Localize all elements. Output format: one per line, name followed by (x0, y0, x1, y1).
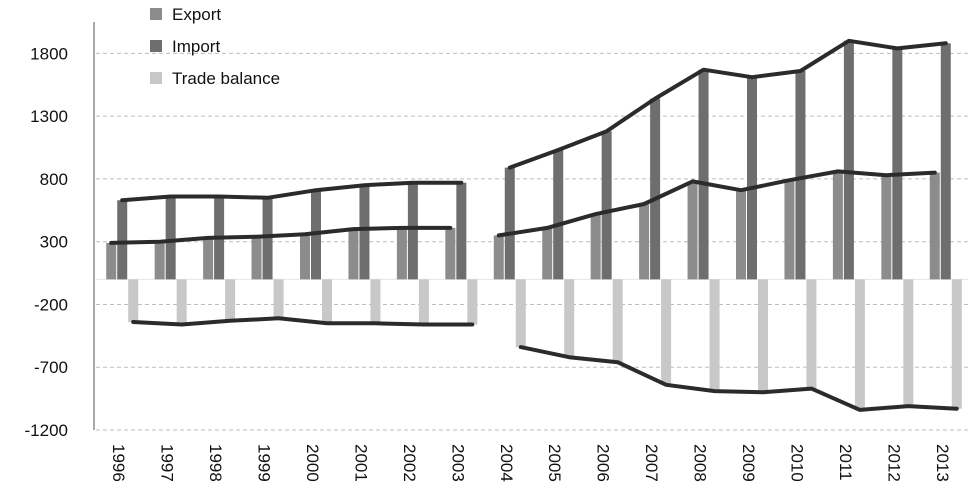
trend-line-trade-balance (131, 316, 475, 327)
x-tick-label: 2004 (497, 444, 516, 482)
bar-export (929, 172, 940, 280)
x-axis-ticks: 1996 1997 1998 1999 2000 2001 2002 2003 2004 2005… (109, 444, 952, 482)
bar-trade-balance (225, 279, 236, 321)
bar-import (553, 150, 564, 280)
bar-import (262, 197, 273, 280)
trend-line-export (496, 169, 937, 238)
x-tick-label: 2013 (933, 444, 952, 482)
bar-trade-balance (467, 279, 478, 325)
bar-export (154, 241, 165, 280)
bar-trade-balance (273, 279, 284, 319)
bar-import (795, 70, 806, 280)
y-tick-label: -1200 (25, 421, 68, 440)
bar-trade-balance (418, 279, 429, 325)
legend-label: Export (172, 5, 221, 24)
y-tick-label: 300 (40, 233, 68, 252)
trend-line-import (507, 38, 948, 170)
bar-trade-balance (709, 279, 720, 392)
trend-line-trade-balance (518, 345, 959, 412)
bar-export (203, 237, 214, 280)
y-tick-label: -700 (34, 358, 68, 377)
legend-label: Trade balance (172, 69, 280, 88)
x-tick-label: 2001 (351, 444, 370, 482)
bar-export (832, 171, 843, 280)
bars (106, 40, 962, 410)
bar-export (396, 227, 407, 280)
x-tick-label: 1997 (158, 444, 177, 482)
bar-trade-balance (758, 279, 768, 393)
legend-label: Import (172, 37, 220, 56)
bar-import (601, 131, 612, 280)
bar-import (843, 40, 854, 280)
y-tick-label: 1800 (30, 44, 68, 63)
x-tick-label: 2007 (642, 444, 661, 482)
bar-export (542, 227, 553, 280)
x-tick-label: 2002 (400, 444, 419, 482)
x-tick-label: 1996 (109, 444, 128, 482)
bar-export (784, 180, 795, 280)
bar-import (940, 43, 951, 280)
y-tick-label: 1300 (30, 107, 68, 126)
bar-trade-balance (176, 279, 187, 325)
x-tick-label: 1998 (206, 444, 225, 482)
bar-export (590, 214, 601, 280)
bar-export (251, 236, 262, 280)
x-tick-label: 2006 (594, 444, 613, 482)
x-tick-label: 2010 (787, 444, 806, 482)
bar-export (493, 235, 504, 280)
bar-trade-balance (951, 279, 962, 409)
bar-import (650, 98, 661, 280)
bar-import (698, 69, 709, 280)
legend-swatch (150, 40, 162, 52)
x-tick-label: 2008 (691, 444, 710, 482)
y-tick-label: -200 (34, 295, 68, 314)
bar-import (747, 77, 757, 280)
x-tick-label: 2005 (545, 444, 564, 482)
bar-trade-balance (564, 279, 575, 358)
x-tick-label: 2000 (303, 444, 322, 482)
bar-export (881, 175, 892, 280)
bar-import (504, 167, 515, 280)
bar-import (407, 182, 418, 280)
y-tick-label: 800 (40, 170, 68, 189)
legend-swatch (150, 72, 162, 84)
bar-import (117, 200, 128, 280)
bar-trade-balance (515, 279, 526, 348)
bar-export (106, 242, 117, 280)
bar-trade-balance (854, 279, 865, 410)
bar-export (348, 229, 359, 280)
trend-lines (109, 38, 959, 412)
bar-import (892, 48, 903, 280)
bar-import (359, 185, 370, 280)
gridlines (93, 22, 968, 431)
x-tick-label: 2003 (448, 444, 467, 482)
legend-swatch (150, 8, 162, 20)
x-tick-label: 2012 (884, 444, 903, 482)
bar-trade-balance (128, 279, 139, 323)
bar-trade-balance (806, 279, 817, 389)
bar-trade-balance (370, 279, 381, 324)
bar-export (736, 190, 746, 280)
bar-export (639, 204, 650, 280)
bar-export (687, 181, 698, 280)
bar-trade-balance (661, 279, 672, 385)
trend-line-import (120, 180, 464, 203)
x-tick-label: 2011 (836, 444, 855, 481)
bar-import (456, 182, 467, 280)
bar-trade-balance (612, 279, 623, 363)
bar-trade-balance (322, 279, 332, 324)
bar-export (300, 234, 310, 280)
bar-trade-balance (903, 279, 914, 407)
y-axis-ticks: 1800 1300 800 300 -200 -700 -1200 (25, 44, 68, 440)
trend-line-export (109, 225, 453, 245)
x-tick-label: 1999 (255, 444, 274, 482)
bar-export (445, 227, 456, 280)
bar-import (165, 196, 176, 280)
legend: Export Import Trade balance (150, 5, 280, 88)
x-tick-label: 2009 (739, 444, 758, 482)
